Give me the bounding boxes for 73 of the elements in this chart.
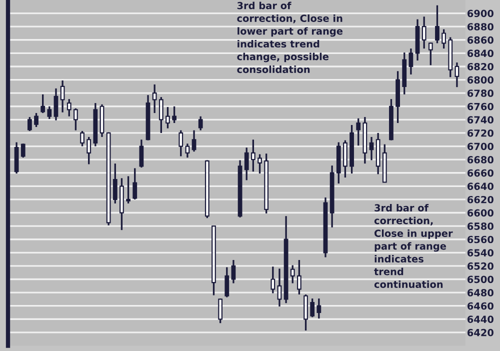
candlestick bbox=[80, 130, 84, 148]
candlestick bbox=[40, 94, 46, 114]
candlestick bbox=[270, 266, 276, 294]
y-tick-label: 6420 bbox=[467, 328, 494, 336]
candlestick bbox=[277, 268, 282, 308]
candlestick bbox=[356, 118, 361, 146]
candlestick bbox=[218, 298, 223, 324]
candlestick bbox=[231, 259, 236, 284]
candlestick bbox=[442, 28, 446, 50]
y-tick-label: 6860 bbox=[467, 36, 494, 44]
candlestick bbox=[428, 42, 433, 66]
candlestick bbox=[422, 16, 426, 50]
candlestick bbox=[369, 136, 374, 162]
y-tick-label: 6820 bbox=[467, 62, 494, 70]
candlestick bbox=[454, 62, 460, 88]
y-tick-label: 6460 bbox=[467, 302, 494, 310]
y-tick-label: 6800 bbox=[467, 76, 494, 84]
y-tick-label: 6700 bbox=[467, 142, 494, 150]
candlestick bbox=[112, 162, 118, 204]
y-tick-label: 6660 bbox=[467, 169, 494, 177]
candlestick bbox=[126, 175, 130, 204]
candlestick bbox=[14, 141, 19, 174]
candlestick bbox=[310, 298, 315, 318]
candlestick bbox=[250, 138, 256, 172]
annotation: 3rd bar of correction, Close in upper part of range indicates trend continuation bbox=[374, 204, 453, 288]
y-tick-label: 6520 bbox=[467, 262, 494, 270]
y-tick-label: 6640 bbox=[467, 182, 494, 190]
candlestick bbox=[185, 142, 190, 158]
candlestick bbox=[408, 48, 414, 76]
y-tick-label: 6880 bbox=[467, 23, 494, 30]
candlestick bbox=[60, 80, 65, 114]
candlestick bbox=[152, 84, 157, 114]
candlestick bbox=[20, 142, 26, 158]
candlestick bbox=[86, 136, 92, 166]
annotation: 3rd bar of correction, Close in lower part of range indicates trend change, possible consolidation bbox=[237, 2, 343, 74]
y-tick-label: 6440 bbox=[467, 316, 494, 323]
candlestick bbox=[74, 108, 78, 132]
y-tick-label: 6560 bbox=[467, 236, 494, 244]
y-tick-label: 6600 bbox=[467, 209, 494, 217]
candlestick bbox=[258, 153, 262, 174]
candlestick bbox=[435, 4, 440, 44]
candlestick bbox=[158, 96, 164, 134]
y-tick-label: 6900 bbox=[467, 10, 494, 18]
candlestick bbox=[198, 116, 203, 132]
candlestick bbox=[178, 129, 184, 158]
candlestick bbox=[66, 98, 72, 118]
candlestick bbox=[34, 112, 38, 128]
y-tick-label: 6620 bbox=[467, 196, 494, 204]
y-tick-label: 6760 bbox=[467, 102, 494, 110]
candlestick bbox=[172, 106, 176, 124]
candlestick bbox=[132, 167, 138, 200]
y-tick-label: 6540 bbox=[467, 249, 494, 256]
candlestick bbox=[316, 298, 322, 320]
y-tick-label: 6720 bbox=[467, 129, 494, 137]
candlestick bbox=[192, 129, 196, 152]
candlestick bbox=[139, 138, 144, 168]
y-tick-label: 6500 bbox=[467, 276, 494, 284]
candlestick bbox=[244, 146, 249, 182]
y-tick-label: 6580 bbox=[467, 222, 494, 230]
candlestick bbox=[27, 116, 32, 132]
y-tick-label: 6480 bbox=[467, 289, 494, 296]
y-tick-label: 6780 bbox=[467, 90, 494, 97]
candlestick bbox=[224, 266, 230, 298]
candlestick bbox=[166, 106, 170, 130]
candlestick bbox=[297, 259, 302, 296]
candlestick bbox=[54, 88, 58, 122]
candlestick bbox=[290, 264, 295, 284]
y-tick-label: 6680 bbox=[467, 156, 494, 164]
y-tick-label: 6840 bbox=[467, 50, 494, 58]
candlestick bbox=[47, 106, 52, 120]
candlestick bbox=[304, 294, 308, 332]
candlestick bbox=[343, 139, 348, 178]
y-tick-label: 6740 bbox=[467, 116, 494, 124]
